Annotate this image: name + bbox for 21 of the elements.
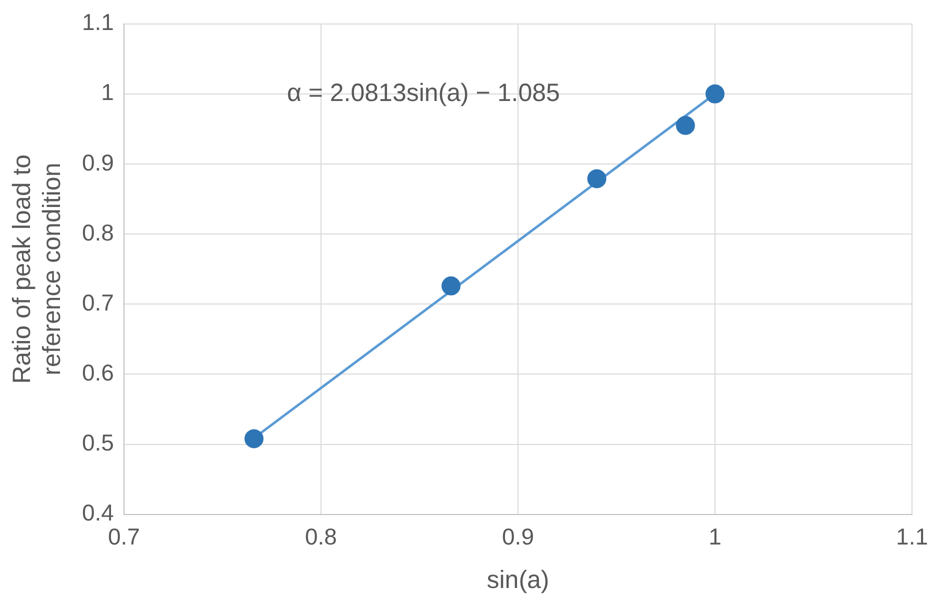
point bbox=[244, 429, 264, 448]
x-tick-label: 1.1 bbox=[896, 524, 928, 550]
y-tick-label: 0.9 bbox=[82, 149, 114, 176]
point bbox=[587, 169, 606, 188]
x-tick-label: 0.9 bbox=[502, 524, 534, 550]
x-tick-label: 0.8 bbox=[304, 524, 337, 550]
annotation: α = 2.0813sin(a) − 1.085 bbox=[286, 78, 560, 107]
y-tick-label: 0.4 bbox=[82, 500, 114, 526]
y-tick-label: 1 bbox=[101, 79, 114, 106]
x-axis-title: sin(a) bbox=[486, 566, 550, 594]
point bbox=[442, 276, 461, 296]
y-tick-label: 0.8 bbox=[82, 219, 114, 246]
point bbox=[706, 84, 725, 104]
x-tick-label: 1 bbox=[708, 524, 722, 550]
y-tick-label: 0.6 bbox=[82, 360, 114, 386]
y-tick-label: 0.5 bbox=[82, 430, 114, 456]
point bbox=[676, 116, 695, 135]
x-tick-label: 0.7 bbox=[108, 524, 140, 550]
y-tick-label: 0.7 bbox=[82, 289, 114, 316]
y-axis-title: Ratio of peak load to reference condition bbox=[8, 154, 66, 384]
y-tick-label: 1.1 bbox=[82, 9, 114, 36]
